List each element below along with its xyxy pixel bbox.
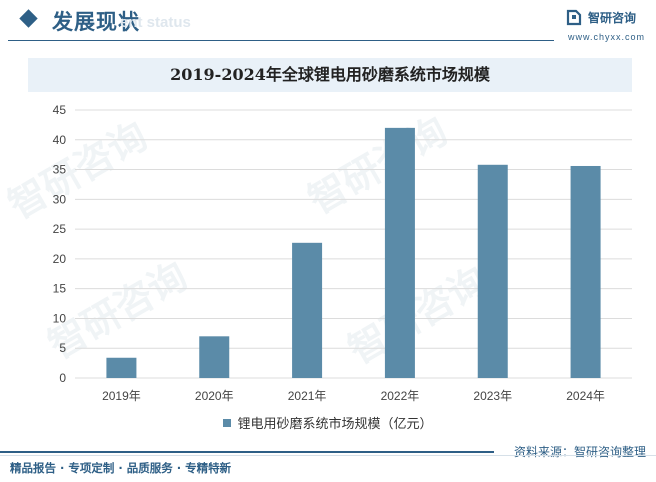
x-tick-label: 2020年 bbox=[195, 389, 234, 403]
section-title: 发展现状 bbox=[52, 10, 140, 34]
bar bbox=[384, 127, 415, 378]
x-tick-label: 2021年 bbox=[288, 389, 327, 403]
bar bbox=[477, 164, 508, 378]
footer-services: 精品报告 · 专项定制 · 品质服务 · 专精特新 bbox=[10, 461, 232, 475]
x-tick-label: 2022年 bbox=[381, 389, 420, 403]
logo-icon bbox=[566, 9, 582, 26]
section-header: 发展现状 ent status 智研咨询 www.chyxx.com bbox=[0, 0, 656, 44]
y-tick-label: 35 bbox=[53, 163, 67, 177]
bar bbox=[199, 336, 230, 378]
footer-divider-light bbox=[0, 455, 656, 456]
y-tick-label: 20 bbox=[53, 252, 67, 266]
header-divider bbox=[8, 40, 554, 41]
y-tick-label: 5 bbox=[59, 341, 66, 355]
legend-swatch bbox=[223, 419, 232, 427]
bar bbox=[570, 165, 601, 378]
y-tick-label: 15 bbox=[53, 282, 67, 296]
y-tick-label: 25 bbox=[53, 222, 67, 236]
x-tick-label: 2024年 bbox=[566, 389, 605, 403]
legend: 锂电用砂磨系统市场规模（亿元） bbox=[0, 413, 656, 432]
x-tick-label: 2019年 bbox=[102, 389, 141, 403]
section-subtitle: ent status bbox=[120, 14, 191, 31]
y-tick-label: 45 bbox=[53, 103, 67, 117]
legend-label: 锂电用砂磨系统市场规模（亿元） bbox=[237, 417, 433, 432]
y-tick-label: 10 bbox=[53, 311, 67, 325]
y-tick-label: 30 bbox=[53, 192, 67, 206]
diamond-icon bbox=[19, 9, 38, 28]
footer-divider bbox=[0, 451, 494, 453]
bar bbox=[292, 242, 323, 378]
y-tick-label: 40 bbox=[53, 133, 67, 147]
chart-title-band: 2019-2024年全球锂电用砂磨系统市场规模 bbox=[28, 58, 632, 92]
bar bbox=[106, 357, 137, 378]
y-tick-label: 0 bbox=[59, 371, 66, 385]
x-tick-label: 2023年 bbox=[473, 389, 512, 403]
data-source: 资料来源：智研咨询整理 bbox=[513, 445, 646, 459]
chart-title: 2019-2024年全球锂电用砂磨系统市场规模 bbox=[170, 65, 490, 84]
bar-chart: 0 5 10 15 20 25 30 35 40 45 2019年 2020年 2021年 2022年 20… bbox=[53, 103, 632, 403]
logo-name: 智研咨询 bbox=[588, 11, 637, 25]
logo-url: www.chyxx.com bbox=[568, 32, 646, 42]
